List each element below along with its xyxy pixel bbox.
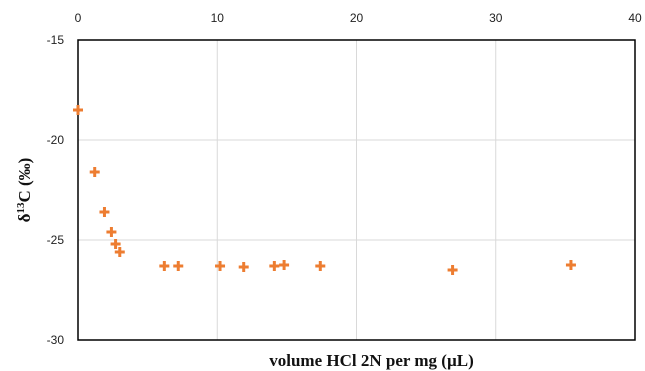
y-axis-label-rest: C (‰) [15, 158, 34, 203]
y-tick-label: -25 [47, 233, 65, 247]
data-point-plus [279, 260, 290, 270]
y-tick-labels: -15 -20 -25 -30 [47, 33, 65, 347]
data-point-plus [447, 265, 458, 275]
data-point-plus [269, 261, 280, 271]
data-point-plus [565, 260, 576, 270]
x-tick-label: 0 [75, 11, 82, 25]
y-tick-label: -20 [47, 133, 65, 147]
data-points [73, 105, 576, 275]
data-point-plus [99, 207, 110, 217]
x-tick-labels: 0 10 20 30 40 [75, 11, 642, 25]
x-tick-label: 20 [350, 11, 364, 25]
data-point-plus [110, 239, 121, 249]
y-tick-label: -30 [47, 333, 65, 347]
plot-area-frame [77, 39, 636, 341]
x-axis-label: volume HCl 2N per mg (µL) [269, 351, 474, 370]
data-point-plus [73, 105, 83, 115]
y-axis-label-superscript: 13 [15, 202, 27, 214]
x-tick-label: 30 [489, 11, 503, 25]
x-tick-label: 10 [211, 11, 225, 25]
data-point-plus [106, 227, 117, 237]
data-point-plus [173, 261, 184, 271]
data-point-plus [114, 247, 125, 257]
y-axis-label-delta: δ [15, 213, 34, 222]
data-point-plus [89, 167, 100, 177]
data-point-plus [159, 261, 170, 271]
data-point-plus [215, 261, 226, 271]
gridlines [78, 40, 635, 340]
data-point-plus [315, 261, 326, 271]
y-tick-label: -15 [47, 33, 65, 47]
x-tick-label: 40 [628, 11, 642, 25]
y-axis-label: δ13C (‰) [15, 158, 34, 223]
data-point-plus [238, 262, 249, 272]
